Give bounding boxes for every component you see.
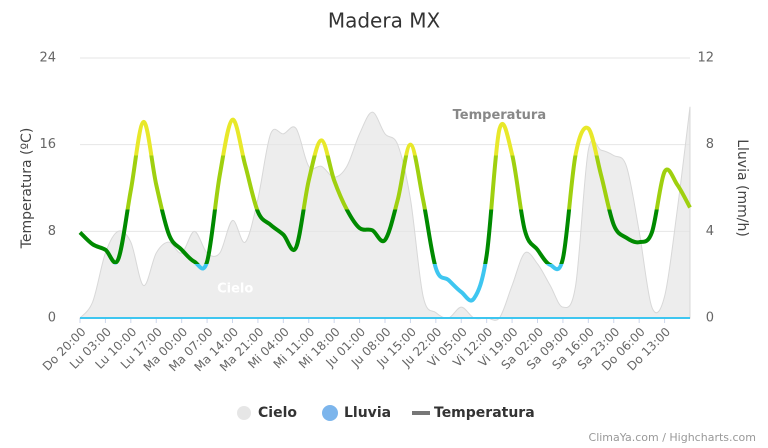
y-axis-title: Temperatura (ºC) xyxy=(19,128,35,250)
y-tick-label: 24 xyxy=(39,51,56,66)
legend-label: Cielo xyxy=(258,405,297,421)
legend-label: Temperatura xyxy=(434,405,535,421)
chart-title: Madera MX xyxy=(328,9,441,33)
y2-axis-title: Lluvia (mm/h) xyxy=(734,139,750,237)
annotation: Temperatura xyxy=(453,108,546,123)
y2-tick-label: 0 xyxy=(706,311,714,326)
y2-tick-label: 8 xyxy=(706,137,714,152)
y-tick-label: 8 xyxy=(48,224,56,239)
y-tick-label: 0 xyxy=(48,311,56,326)
credits: ClimaYa.com / Highcharts.com xyxy=(589,431,756,444)
legend-symbol xyxy=(322,405,338,421)
legend-label: Lluvia xyxy=(344,405,391,421)
series-line xyxy=(78,117,692,303)
legend-symbol xyxy=(412,411,430,415)
y-tick-label: 16 xyxy=(39,137,56,152)
y2-tick-label: 4 xyxy=(706,224,714,239)
legend-symbol xyxy=(237,406,251,420)
annotation: Cielo xyxy=(217,282,253,297)
y2-tick-label: 12 xyxy=(697,51,714,66)
cielo-area xyxy=(78,106,691,321)
